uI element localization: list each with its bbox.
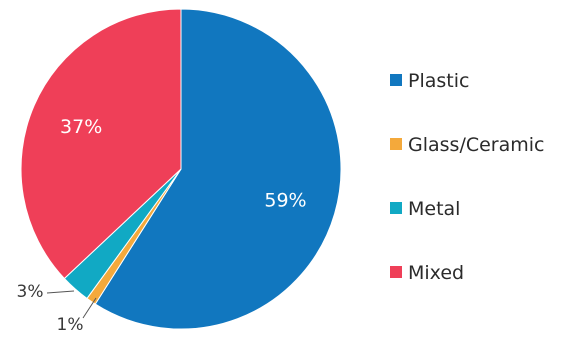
pie-slice-plastic [94,8,342,330]
pie-slice-mixed [20,8,182,280]
leader-line-glass-ceramic [82,297,97,319]
slice-label-glass-ceramic: 1% [57,315,84,335]
legend-label-mixed: Mixed [408,262,464,284]
legend-swatch-glass-ceramic [390,138,402,150]
slice-labels: 59% 1% 3% 37% [17,116,307,335]
legend-swatch-plastic [390,74,402,86]
legend-label-plastic: Plastic [408,70,469,92]
legend-swatch-metal [390,202,402,214]
slice-label-plastic: 59% [264,189,306,211]
pie-slices [20,8,342,330]
leader-line-metal [46,290,75,294]
legend-label-glass-ceramic: Glass/Ceramic [408,134,545,156]
legend-swatch-mixed [390,266,402,278]
slice-label-metal: 3% [17,282,44,302]
legend-label-metal: Metal [408,198,460,220]
leader-lines [46,290,97,319]
slice-label-mixed: 37% [60,116,102,138]
legend: Plastic Glass/Ceramic Metal Mixed [390,70,545,284]
